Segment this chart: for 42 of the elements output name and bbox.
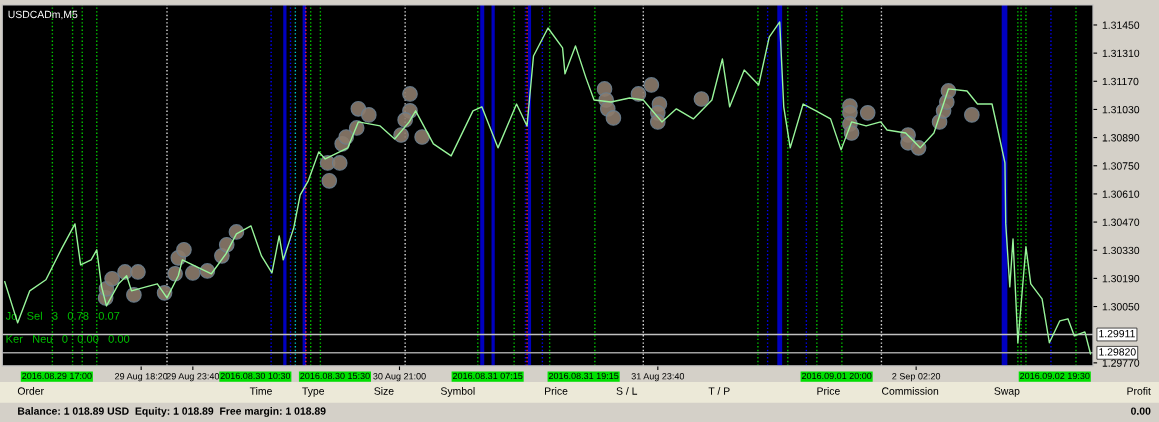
annotation: Ker Neu 0 0.00 0.00 xyxy=(6,335,130,343)
y-tick-label: 1.30190 xyxy=(1102,274,1140,283)
text: Type xyxy=(302,387,325,397)
ref-line-label: 1.29820 xyxy=(1099,348,1136,356)
chart-title: USDCADm,M5 xyxy=(8,10,78,20)
x-tick-label: 29 Aug 18:20 xyxy=(115,373,168,382)
text: 2016.09.02 19:30 xyxy=(1020,372,1090,380)
text: S / L xyxy=(616,387,638,395)
text: Profit xyxy=(1127,387,1151,395)
text: 2016.08.30 10:30 xyxy=(220,372,291,380)
text: T / P xyxy=(708,387,730,395)
text: Price xyxy=(545,387,568,395)
text: Price xyxy=(817,387,840,395)
text: Swap xyxy=(994,387,1020,397)
y-tick-label: 1.30050 xyxy=(1102,303,1140,311)
y-tick-label: 1.30470 xyxy=(1102,218,1140,226)
y-tick-label: 1.29770 xyxy=(1102,359,1140,367)
text: Commission xyxy=(882,387,939,395)
x-tick-label: 30 Aug 21:00 xyxy=(373,373,426,382)
x-tick-label: 31 Aug 23:40 xyxy=(631,373,685,382)
text: 2016.08.30 15:30 xyxy=(300,372,370,380)
text: Order xyxy=(17,387,44,395)
text: 2016.09.01 20:00 xyxy=(801,372,872,380)
text: 0.00 xyxy=(1131,407,1151,415)
ref-line-label: 1.29911 xyxy=(1099,329,1135,338)
text: Size xyxy=(374,387,394,395)
y-tick-label: 1.31030 xyxy=(1102,105,1140,114)
text: Symbol xyxy=(440,387,475,397)
x-tick-label: 29 Aug 23:40 xyxy=(166,373,220,382)
text: Balance: 1 018.89 USD Equity: 1 018.89 Free margin: 1 018.89 xyxy=(18,407,326,417)
y-tick-label: 1.30610 xyxy=(1102,190,1140,198)
y-tick-label: 1.30330 xyxy=(1102,246,1140,255)
x-tick-label: 2 Sep 02:20 xyxy=(892,373,941,382)
text: Time xyxy=(249,387,272,395)
text: 2016.08.31 07:15 xyxy=(452,372,523,380)
y-tick-label: 1.31170 xyxy=(1102,77,1139,86)
text: 2016.08.31 19:15 xyxy=(548,372,619,380)
y-tick-label: 1.31450 xyxy=(1102,21,1140,29)
text: 2016.08.29 17:00 xyxy=(22,372,92,380)
y-tick-label: 1.30750 xyxy=(1102,162,1140,170)
y-tick-label: 1.31310 xyxy=(1102,49,1140,58)
y-tick-label: 1.30890 xyxy=(1102,134,1140,142)
